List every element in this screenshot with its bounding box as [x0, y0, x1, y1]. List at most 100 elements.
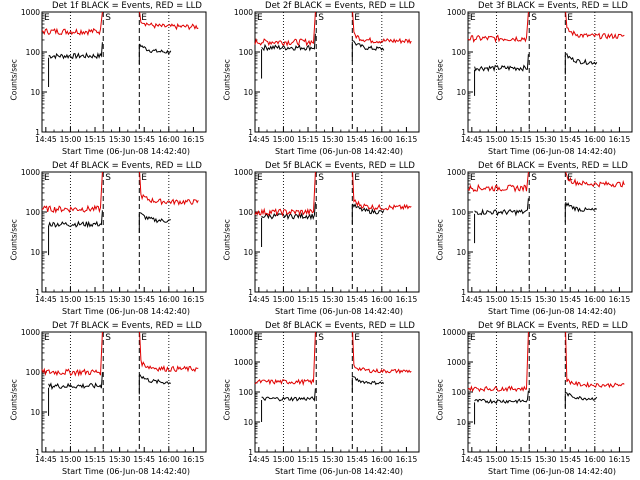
- plot-frame: [254, 11, 420, 133]
- events-series-line: [474, 198, 529, 217]
- y-tick-label: 100: [26, 48, 41, 57]
- y-tick-label: 10: [30, 408, 40, 417]
- event-marker-label: S: [105, 173, 111, 183]
- y-tick-label: 1: [461, 448, 466, 457]
- chart-title: Det 4f BLACK = Events, RED = LLD: [52, 161, 202, 171]
- x-tick-label: 15:15: [297, 135, 319, 144]
- lld-series-line: [565, 331, 625, 389]
- x-tick-label: 15:30: [322, 455, 344, 464]
- events-series-line: [565, 202, 598, 213]
- events-series-line: [261, 202, 316, 221]
- lld-series-line: [139, 331, 199, 373]
- lld-series-line: [139, 171, 199, 206]
- chart-title: Det 8f BLACK = Events, RED = LLD: [265, 321, 415, 331]
- x-tick-label: 15:30: [109, 295, 131, 304]
- y-tick-label: 100: [452, 388, 467, 397]
- y-tick-label: 100: [26, 208, 41, 217]
- y-tick-label: 1: [461, 288, 466, 297]
- y-tick-label: 1000: [234, 168, 253, 177]
- plot-frame: [41, 11, 207, 133]
- y-tick-label: 10: [243, 418, 253, 427]
- x-tick-label: 15:45: [133, 455, 155, 464]
- event-marker-label: E: [354, 333, 360, 343]
- x-tick-label: 15:30: [109, 135, 131, 144]
- lld-series-line: [254, 331, 316, 387]
- x-tick-label: 16:00: [584, 295, 606, 304]
- x-tick-label: 15:00: [486, 135, 508, 144]
- chart-panel: Det 9f BLACK = Events, RED = LLD Start Ti…: [426, 320, 639, 480]
- chart-panel: Det 4f BLACK = Events, RED = LLD Start Ti…: [0, 160, 213, 320]
- events-series-line: [48, 42, 103, 60]
- events-series-line: [261, 33, 316, 52]
- event-marker-label: E: [470, 13, 476, 23]
- x-axis-label: Start Time (06-Jun-08 14:42:40): [62, 307, 190, 316]
- x-tick-label: 14:45: [461, 135, 483, 144]
- events-series-line: [352, 202, 385, 215]
- x-tick-label: 15:00: [273, 295, 295, 304]
- x-tick-label: 16:15: [183, 455, 205, 464]
- y-tick-label: 100: [239, 48, 254, 57]
- x-tick-label: 15:30: [322, 295, 344, 304]
- lld-series-line: [41, 171, 103, 214]
- x-tick-label: 16:15: [609, 295, 631, 304]
- x-tick-label: 15:00: [273, 135, 295, 144]
- event-marker-label: S: [531, 333, 537, 343]
- event-marker-label: S: [318, 13, 324, 23]
- y-tick-label: 1000: [447, 8, 466, 17]
- chart-panel: Det 1f BLACK = Events, RED = LLD Start Ti…: [0, 0, 213, 160]
- events-series-line: [352, 40, 385, 51]
- event-marker-label: E: [470, 333, 476, 343]
- y-tick-label: 10: [243, 88, 253, 97]
- plot-frame: [254, 331, 420, 453]
- y-tick-label: 10: [30, 88, 40, 97]
- chart-panel: Det 8f BLACK = Events, RED = LLD Start Ti…: [213, 320, 426, 480]
- lld-series-line: [467, 331, 529, 393]
- x-tick-label: 16:00: [158, 135, 180, 144]
- events-series-line: [565, 53, 598, 66]
- event-marker-label: E: [141, 173, 147, 183]
- event-marker-label: S: [105, 333, 111, 343]
- chart-svg: 1 10 100 1000 14:45 15:00 15:15 15:30 15:45 16:00…: [21, 8, 207, 144]
- x-tick-label: 15:15: [84, 455, 106, 464]
- lld-series-line: [352, 171, 412, 211]
- plot-frame: [467, 171, 633, 293]
- x-tick-label: 15:45: [346, 295, 368, 304]
- event-marker-label: E: [141, 333, 147, 343]
- events-series-line: [48, 372, 103, 391]
- x-axis-label: Start Time (06-Jun-08 14:42:40): [275, 467, 403, 476]
- x-tick-label: 15:15: [297, 295, 319, 304]
- lld-series-line: [467, 171, 529, 193]
- x-tick-label: 15:15: [297, 455, 319, 464]
- x-tick-label: 16:00: [371, 295, 393, 304]
- event-marker-label: S: [318, 333, 324, 343]
- event-marker-label: E: [567, 13, 573, 23]
- lld-series-line: [254, 171, 316, 217]
- x-tick-label: 14:45: [35, 135, 57, 144]
- y-tick-label: 10: [456, 88, 466, 97]
- lld-series-line: [41, 11, 103, 37]
- plot-frame: [254, 171, 420, 293]
- x-tick-label: 15:15: [510, 135, 532, 144]
- events-series-line: [352, 376, 385, 386]
- x-tick-label: 15:00: [60, 295, 82, 304]
- event-marker-label: E: [257, 173, 263, 183]
- x-axis-label: Start Time (06-Jun-08 14:42:40): [62, 147, 190, 156]
- chart-svg: 1 10 100 1000 14:45 15:00 15:15 15:30 15:45 16:00…: [234, 8, 420, 144]
- x-tick-label: 16:00: [584, 455, 606, 464]
- lld-series-line: [41, 331, 103, 377]
- y-tick-label: 1: [461, 128, 466, 137]
- event-marker-label: E: [354, 13, 360, 23]
- y-tick-label: 10000: [442, 328, 466, 337]
- x-axis-label: Start Time (06-Jun-08 14:42:40): [275, 147, 403, 156]
- events-series-line: [474, 54, 529, 73]
- event-marker-label: E: [44, 333, 50, 343]
- event-marker-label: E: [354, 173, 360, 183]
- x-tick-label: 15:45: [133, 295, 155, 304]
- x-tick-label: 15:00: [60, 455, 82, 464]
- x-tick-label: 15:30: [535, 295, 557, 304]
- x-tick-label: 16:15: [183, 295, 205, 304]
- y-tick-label: 1000: [21, 328, 40, 337]
- y-tick-label: 10: [456, 248, 466, 257]
- y-tick-label: 1: [35, 288, 40, 297]
- x-tick-label: 15:45: [559, 135, 581, 144]
